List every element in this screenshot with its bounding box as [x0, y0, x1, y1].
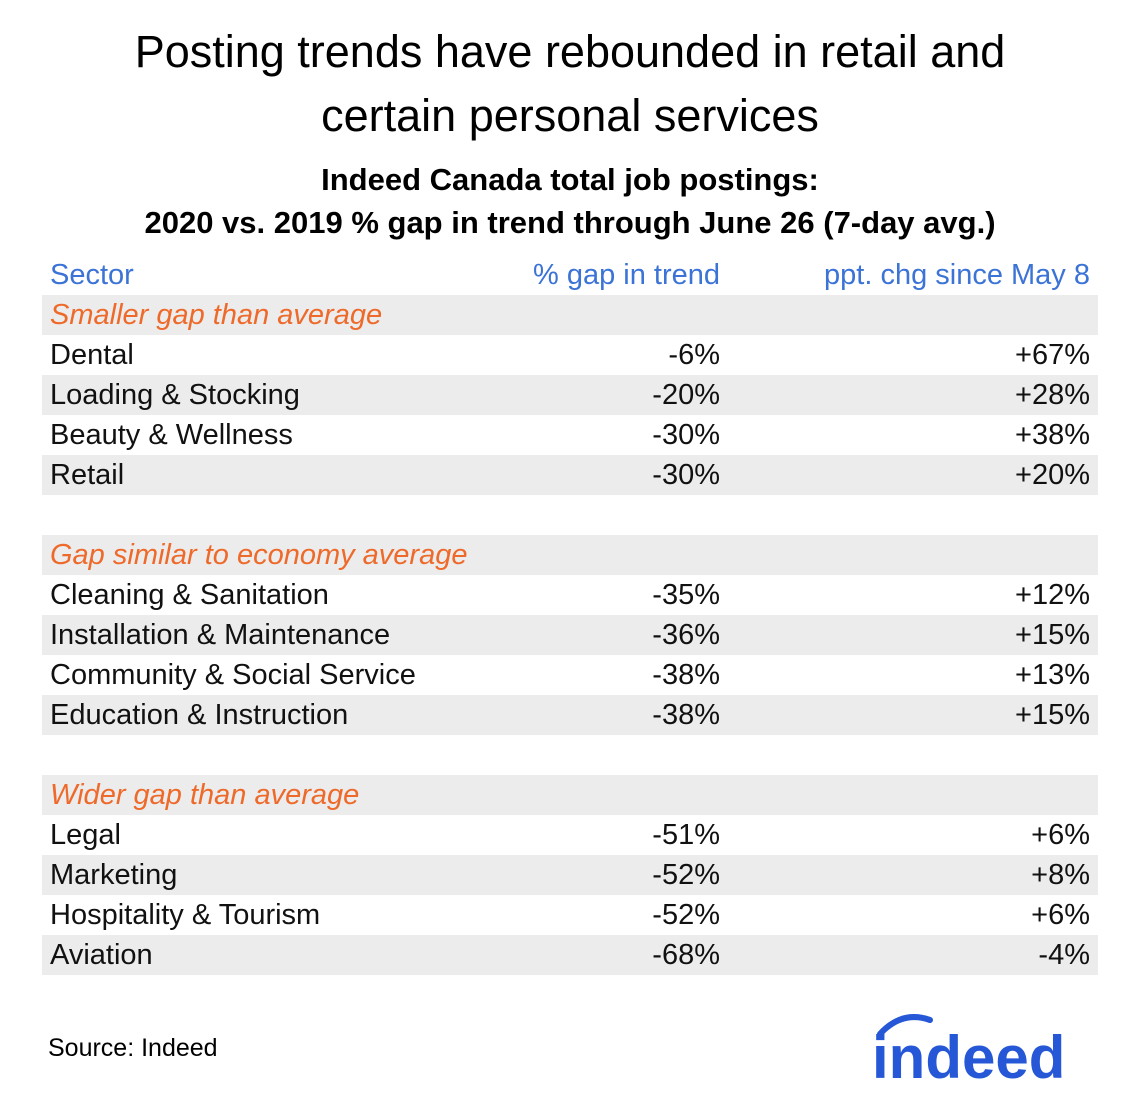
gap-cell: -68% [652, 939, 720, 971]
chg-cell: +67% [1015, 339, 1090, 371]
header-sector: Sector [50, 259, 134, 291]
header-gap: % gap in trend [532, 259, 720, 291]
chg-cell: +28% [1015, 379, 1090, 411]
gap-cell: -38% [652, 699, 720, 731]
group-label: Wider gap than average [50, 779, 360, 811]
table-header-row: Sector % gap in trend ppt. chg since May… [42, 255, 1098, 295]
chg-cell: +6% [1031, 819, 1090, 851]
chg-cell: +6% [1031, 899, 1090, 931]
gap-cell: -36% [652, 619, 720, 651]
gap-cell: -30% [652, 459, 720, 491]
logo-text: indeed [872, 1024, 1065, 1088]
gap-cell: -38% [652, 659, 720, 691]
group-header-row: Smaller gap than average [42, 295, 1098, 335]
chg-cell: +12% [1015, 579, 1090, 611]
sector-cell: Loading & Stocking [50, 379, 300, 411]
table-row: Hospitality & Tourism -52% +6% [42, 895, 1098, 935]
table-row: Cleaning & Sanitation -35% +12% [42, 575, 1098, 615]
header-chg: ppt. chg since May 8 [824, 259, 1090, 291]
chg-cell: -4% [1038, 939, 1090, 971]
group-header-row: Gap similar to economy average [42, 535, 1098, 575]
group-spacer [42, 495, 1098, 535]
table-row: Dental -6% +67% [42, 335, 1098, 375]
data-table: Sector % gap in trend ppt. chg since May… [42, 255, 1098, 975]
chg-cell: +15% [1015, 699, 1090, 731]
table-row: Legal -51% +6% [42, 815, 1098, 855]
indeed-logo: indeed [872, 1014, 1065, 1088]
title-line-1: Posting trends have rebounded in retail … [134, 26, 1006, 77]
chg-cell: +8% [1031, 859, 1090, 891]
table-row: Retail -30% +20% [42, 455, 1098, 495]
chg-cell: +20% [1015, 459, 1090, 491]
gap-cell: -6% [668, 339, 720, 371]
subtitle-line-2: 2020 vs. 2019 % gap in trend through Jun… [144, 205, 996, 240]
table-row: Aviation -68% -4% [42, 935, 1098, 975]
table-row: Community & Social Service -38% +13% [42, 655, 1098, 695]
group-spacer [42, 735, 1098, 775]
table-row: Marketing -52% +8% [42, 855, 1098, 895]
chart-title: Posting trends have rebounded in retail … [0, 20, 1140, 148]
sector-cell: Legal [50, 819, 121, 851]
sector-cell: Beauty & Wellness [50, 419, 293, 451]
source-note: Source: Indeed [48, 1034, 218, 1062]
gap-cell: -52% [652, 859, 720, 891]
gap-cell: -51% [652, 819, 720, 851]
title-line-2: certain personal services [321, 90, 819, 141]
sector-cell: Education & Instruction [50, 699, 349, 731]
table-row: Education & Instruction -38% +15% [42, 695, 1098, 735]
chg-cell: +15% [1015, 619, 1090, 651]
sector-cell: Hospitality & Tourism [50, 899, 321, 931]
gap-cell: -52% [652, 899, 720, 931]
chg-cell: +13% [1015, 659, 1090, 691]
sector-cell: Dental [50, 339, 134, 371]
sector-cell: Community & Social Service [50, 659, 416, 691]
subtitle-line-1: Indeed Canada total job postings: [321, 162, 819, 197]
gap-cell: -20% [652, 379, 720, 411]
chg-cell: +38% [1015, 419, 1090, 451]
sector-cell: Cleaning & Sanitation [50, 579, 329, 611]
chart-subtitle: Indeed Canada total job postings: 2020 v… [0, 158, 1140, 244]
group-label: Smaller gap than average [50, 299, 383, 331]
table-row: Beauty & Wellness -30% +38% [42, 415, 1098, 455]
sector-cell: Installation & Maintenance [50, 619, 391, 651]
gap-cell: -30% [652, 419, 720, 451]
sector-cell: Aviation [50, 939, 153, 971]
sector-cell: Marketing [50, 859, 178, 891]
gap-cell: -35% [652, 579, 720, 611]
group-label: Gap similar to economy average [50, 539, 468, 571]
table-row: Loading & Stocking -20% +28% [42, 375, 1098, 415]
sector-cell: Retail [50, 459, 125, 491]
table-row: Installation & Maintenance -36% +15% [42, 615, 1098, 655]
group-header-row: Wider gap than average [42, 775, 1098, 815]
